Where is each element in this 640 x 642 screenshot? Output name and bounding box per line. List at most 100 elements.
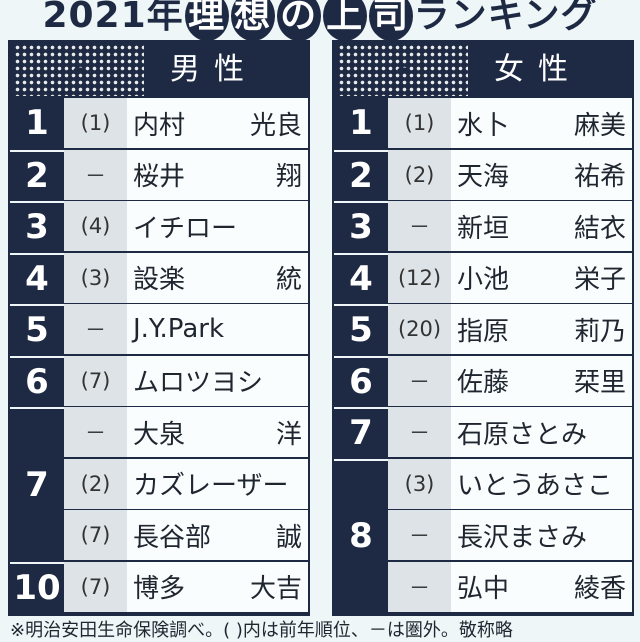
previous-rank: (7) [64, 355, 127, 406]
rank-number: 4 [10, 252, 64, 303]
person-name: イチロー [127, 201, 308, 251]
male-rows: 1 (1) 内村 光良 2 －桜井翔 3 (4) イチロー 4 (3) 設楽統 5 － J.Y.Park 6(… [10, 98, 308, 612]
family-name: 長谷部 [133, 522, 212, 553]
rank-number: 3 [334, 201, 388, 251]
previous-rank: － [64, 304, 127, 354]
given-name: 莉乃 [573, 316, 626, 347]
rank-number: 6 [334, 355, 388, 406]
previous-rank: (20) [388, 304, 451, 354]
family-name: 博多 [133, 574, 186, 604]
previous-rank: (3) [64, 252, 127, 303]
previous-rank: (4) [64, 201, 127, 251]
title-char: の [276, 0, 321, 41]
rank-number: 2 [10, 149, 64, 200]
previous-rank: － [388, 355, 451, 406]
female-ranking-table: 女性 1 (1) 水卜 麻美 2 (2) 天海 祐希 3 －新垣 結衣 4 (12) 小池 栄子 5 (20) 指… [332, 40, 634, 616]
family-name: 内村 [133, 110, 186, 141]
person-name: いとうあさこ [451, 458, 632, 509]
given-name: 統 [275, 265, 302, 295]
family-name: 長沢まさみ [457, 522, 588, 553]
previous-rank: (1) [388, 98, 451, 148]
person-name: 新垣 結衣 [451, 201, 632, 251]
family-name: 天海 [457, 162, 510, 192]
person-name: 桜井 翔 [127, 149, 308, 200]
previous-rank: (1) [64, 98, 127, 148]
page-title: 2021年理想の上司ランキング [0, 0, 640, 41]
previous-rank: (7) [64, 510, 127, 560]
family-name: イチロー [133, 213, 238, 244]
person-name: 長谷部 誠 [127, 510, 308, 560]
given-name: 祐希 [573, 162, 626, 192]
family-name: 弘中 [457, 574, 510, 604]
given-name: 翔 [275, 162, 302, 192]
person-name: 佐藤 栞里 [451, 355, 632, 406]
title-char: 理 [184, 0, 229, 41]
rank-number: 7 [334, 407, 388, 457]
male-header: 男性 [10, 42, 308, 98]
previous-rank: (2) [388, 149, 451, 200]
dot-pattern-icon [14, 44, 144, 96]
rank-number: 10 [10, 561, 64, 612]
previous-rank: － [388, 407, 451, 457]
person-name: 天海 祐希 [451, 149, 632, 200]
dot-pattern-icon [338, 44, 468, 96]
previous-rank: － [388, 510, 451, 560]
male-ranking-table: 男性 1 (1) 内村 光良 2 －桜井翔 3 (4) イチロー 4 (3) 設楽統 5 － J.Y.Par… [8, 40, 310, 616]
family-name: カズレーザー [133, 471, 289, 501]
rank-number: 6 [10, 355, 64, 406]
family-name: 小池 [457, 265, 510, 295]
person-name: ムロツヨシ [127, 355, 308, 406]
previous-rank: － [64, 407, 127, 457]
family-name: いとうあさこ [457, 471, 614, 501]
rank-number: 2 [334, 149, 388, 200]
rank-number: 5 [10, 304, 64, 354]
given-name: 光良 [249, 110, 302, 141]
person-name: 指原 莉乃 [451, 304, 632, 354]
given-name: 麻美 [573, 110, 626, 141]
given-name: 洋 [275, 419, 302, 450]
previous-rank: － [388, 201, 451, 251]
rank-number: 3 [10, 201, 64, 251]
family-name: 新垣 [457, 213, 510, 244]
family-name: 水卜 [457, 110, 510, 141]
person-name: 水卜 麻美 [451, 98, 632, 148]
person-name: 設楽 統 [127, 252, 308, 303]
given-name: 結衣 [573, 213, 626, 244]
family-name: 大泉 [133, 419, 186, 450]
person-name: 石原さとみ [451, 407, 632, 457]
given-name: 栄子 [573, 265, 626, 295]
rank-number: 5 [334, 304, 388, 354]
given-name: 綾香 [573, 574, 626, 604]
person-name: 弘中 綾香 [451, 561, 632, 612]
person-name: 博多 大吉 [127, 561, 308, 612]
previous-rank: (2) [64, 458, 127, 509]
previous-rank: (7) [64, 561, 127, 612]
person-name: 小池 栄子 [451, 252, 632, 303]
family-name: 石原さとみ [457, 419, 588, 450]
rank-number: 1 [334, 98, 388, 148]
title-char: 上 [322, 0, 367, 41]
male-header-label: 男性 [170, 52, 258, 87]
family-name: ムロツヨシ [133, 368, 264, 398]
person-name: 大泉 洋 [127, 407, 308, 457]
given-name: 大吉 [249, 574, 302, 604]
given-name: 誠 [275, 522, 302, 553]
previous-rank: － [388, 561, 451, 612]
footnote: ※明治安田生命保険調べ。( )内は前年順位、－は圏外。敬称略 [10, 620, 513, 641]
person-name: 内村 光良 [127, 98, 308, 148]
family-name: 設楽 [133, 265, 186, 295]
family-name: 指原 [457, 316, 510, 347]
female-header-label: 女性 [494, 52, 582, 87]
female-rows: 1 (1) 水卜 麻美 2 (2) 天海 祐希 3 －新垣 結衣 4 (12) 小池 栄子 5 (20) 指原 莉乃… [334, 98, 632, 612]
rank-number: 7 [10, 407, 64, 560]
person-name: 長沢まさみ [451, 510, 632, 560]
rank-number: 8 [334, 458, 388, 612]
previous-rank: － [64, 149, 127, 200]
person-name: カズレーザー [127, 458, 308, 509]
rank-number: 4 [334, 252, 388, 303]
previous-rank: (12) [388, 252, 451, 303]
title-char: 司 [368, 0, 413, 41]
family-name: 佐藤 [457, 368, 510, 398]
family-name: 桜井 [133, 162, 186, 192]
previous-rank: (3) [388, 458, 451, 509]
